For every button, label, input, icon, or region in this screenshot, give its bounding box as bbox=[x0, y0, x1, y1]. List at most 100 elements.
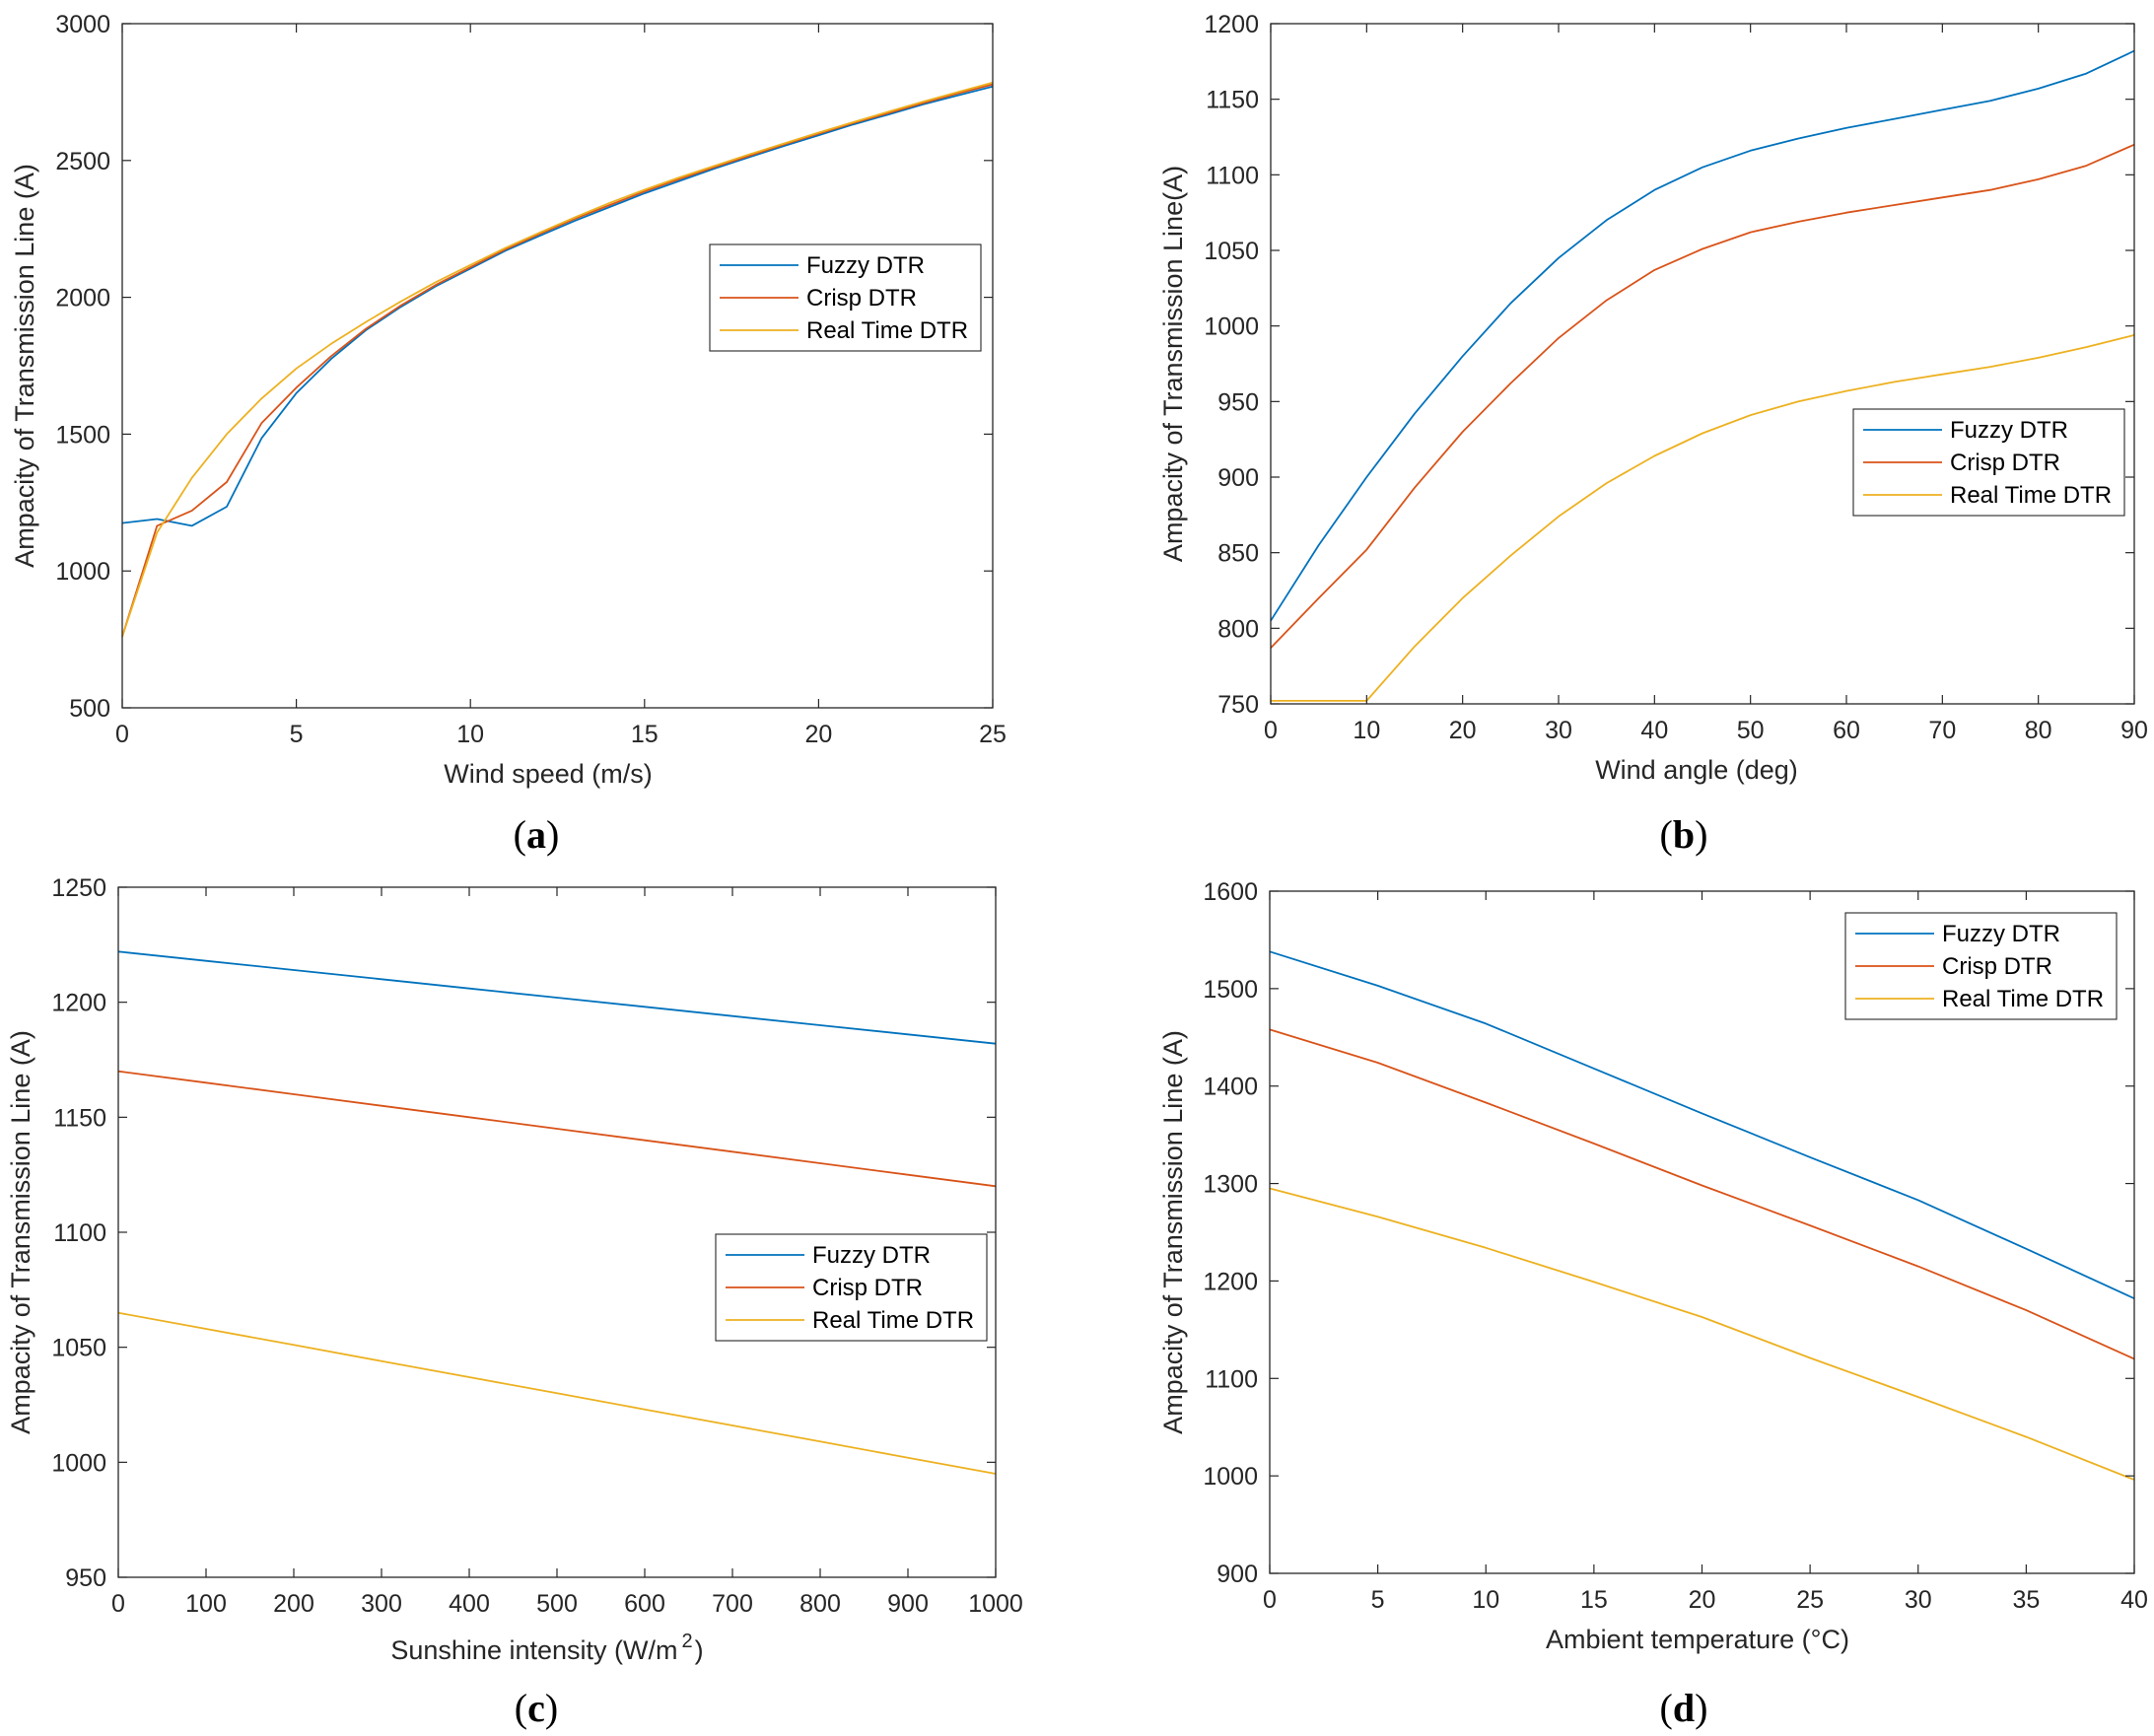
panel-a-ytick-label: 2000 bbox=[55, 285, 110, 312]
panel-b-xtick-label: 60 bbox=[1833, 717, 1860, 744]
panel-b-series-realtime-line bbox=[1271, 334, 2135, 702]
panel-c-ytick-label: 1050 bbox=[51, 1335, 106, 1362]
panel-c-xtick-label: 700 bbox=[712, 1590, 753, 1618]
panel-b-ytick-label: 800 bbox=[1217, 615, 1259, 643]
panel-c-xtick-label: 200 bbox=[273, 1590, 314, 1618]
panel-d-caption-letter: d bbox=[1673, 1686, 1695, 1730]
panel-d-legend-label-crisp: Crisp DTR bbox=[1942, 953, 2052, 980]
panel-a-legend-label-fuzzy: Fuzzy DTR bbox=[806, 252, 925, 279]
panel-b-ytick-label: 1050 bbox=[1204, 238, 1259, 265]
panel-d-ylabel: Ampacity of Transmission Line (A) bbox=[1158, 1030, 1188, 1434]
panel-b-caption-letter: b bbox=[1673, 812, 1695, 857]
panel-b-ytick-label: 1000 bbox=[1204, 313, 1259, 341]
panel-b-xtick-label: 50 bbox=[1737, 717, 1765, 744]
panel-c: 0 100 200 300 400 500 600 700 800 900 1000 950 1000 1… bbox=[6, 874, 1023, 1730]
panel-b-xtick-label: 90 bbox=[2120, 717, 2148, 744]
panel-d-xtick-label: 20 bbox=[1689, 1586, 1716, 1614]
panel-a-caption-letter: a bbox=[526, 812, 546, 857]
panel-c-ytick-label: 1000 bbox=[51, 1449, 106, 1477]
panel-a-xlabel: Wind speed (m/s) bbox=[444, 759, 653, 789]
panel-b: 0 10 20 30 40 50 60 70 80 90 750 800 850 900 950 1000 10… bbox=[1158, 11, 2148, 857]
panel-b-series-fuzzy-line bbox=[1270, 49, 2135, 622]
panel-c-xtick-label: 300 bbox=[361, 1590, 402, 1618]
panel-d-xtick-label: 30 bbox=[1905, 1586, 1932, 1614]
panel-d-ytick-label: 1100 bbox=[1205, 1365, 1258, 1393]
panel-c-legend-label-fuzzy: Fuzzy DTR bbox=[812, 1242, 931, 1269]
panel-d-legend: Fuzzy DTR Crisp DTR Real Time DTR bbox=[1844, 912, 2118, 1020]
panel-c-series-crisp-line bbox=[117, 1070, 997, 1188]
panel-b-xtick-label: 40 bbox=[1640, 717, 1668, 744]
panel-b-legend: Fuzzy DTR Crisp DTR Real Time DTR bbox=[1852, 408, 2125, 517]
panel-d-ytick-label: 1000 bbox=[1203, 1463, 1258, 1491]
panel-a-ytick-label: 1000 bbox=[55, 558, 110, 586]
panel-a: 0 5 10 15 20 25 500 1000 1500 2000 2500 3000 Wind s… bbox=[10, 11, 1007, 857]
panel-c-caption: (c) bbox=[515, 1686, 558, 1730]
panel-b-ytick-label: 850 bbox=[1217, 540, 1259, 568]
panel-a-xtick-label: 10 bbox=[456, 721, 484, 748]
panel-a-xtick-label: 25 bbox=[979, 721, 1007, 748]
panel-b-ticks: 0 10 20 30 40 50 60 70 80 90 750 800 850 900 950 1000 10… bbox=[1204, 11, 2148, 744]
panel-b-xtick-label: 30 bbox=[1545, 717, 1572, 744]
panel-a-legend: Fuzzy DTR Crisp DTR Real Time DTR bbox=[709, 243, 982, 352]
panel-c-axes-box bbox=[117, 886, 997, 1578]
panel-c-ylabel: Ampacity of Transmission Line (A) bbox=[6, 1030, 35, 1434]
panel-c-ytick-label: 1200 bbox=[51, 990, 106, 1017]
panel-d-ytick-label: 900 bbox=[1216, 1561, 1258, 1588]
panel-c-ytick-label: 1100 bbox=[53, 1219, 106, 1247]
panel-d-caption: (d) bbox=[1660, 1686, 1708, 1730]
panel-a-xtick-label: 15 bbox=[631, 721, 659, 748]
panel-c-xtick-label: 600 bbox=[624, 1590, 665, 1618]
panel-a-ylabel: Ampacity of Transmission Line (A) bbox=[10, 164, 39, 568]
panel-b-legend-label-realtime: Real Time DTR bbox=[1950, 482, 2112, 509]
panel-d-series-fuzzy-line bbox=[1269, 950, 2135, 1300]
panel-d-xtick-label: 35 bbox=[2012, 1586, 2040, 1614]
panel-d-ytick-label: 1600 bbox=[1203, 878, 1258, 906]
panel-d-legend-label-realtime: Real Time DTR bbox=[1942, 986, 2104, 1012]
panel-b-xtick-label: 70 bbox=[1928, 717, 1956, 744]
panel-a-ytick-label: 500 bbox=[69, 695, 110, 723]
panel-b-xtick-label: 20 bbox=[1449, 717, 1477, 744]
panel-b-xlabel: Wind angle (deg) bbox=[1595, 755, 1798, 785]
panel-d-xtick-label: 15 bbox=[1580, 1586, 1608, 1614]
panel-b-axes-box bbox=[1270, 23, 2135, 705]
panel-a-xtick-label: 5 bbox=[290, 721, 304, 748]
panel-d-ytick-label: 1400 bbox=[1203, 1074, 1258, 1101]
panel-b-xtick-label: 80 bbox=[2025, 717, 2052, 744]
panel-c-xtick-label: 400 bbox=[449, 1590, 490, 1618]
panel-b-ytick-label: 1100 bbox=[1206, 162, 1259, 189]
panel-b-ylabel: Ampacity of Transmission Line(A) bbox=[1158, 166, 1188, 562]
panel-c-ytick-label: 1150 bbox=[53, 1104, 106, 1132]
panel-a-data bbox=[121, 81, 994, 638]
panel-d-xtick-label: 40 bbox=[2120, 1586, 2148, 1614]
panel-b-ytick-label: 1200 bbox=[1204, 11, 1259, 38]
panel-c-ticks: 0 100 200 300 400 500 600 700 800 900 1000 950 1000 1… bbox=[51, 874, 1022, 1618]
panel-b-data bbox=[1270, 49, 2135, 702]
panel-b-ytick-label: 900 bbox=[1217, 464, 1259, 492]
panel-a-ytick-label: 1500 bbox=[55, 421, 110, 449]
panel-d-data bbox=[1269, 950, 2135, 1481]
panel-c-xlabel-tail: ) bbox=[695, 1635, 704, 1665]
panel-c-series-fuzzy-line bbox=[117, 950, 997, 1045]
panel-a-caption: (a) bbox=[514, 812, 560, 857]
panel-b-ytick-label: 950 bbox=[1217, 388, 1259, 416]
panel-b-caption: (b) bbox=[1660, 812, 1708, 857]
panel-a-ticks: 0 5 10 15 20 25 500 1000 1500 2000 2500 3000 bbox=[55, 11, 1007, 748]
panel-b-ytick-label: 750 bbox=[1217, 691, 1259, 719]
panel-a-ytick-label: 2500 bbox=[55, 148, 110, 175]
panel-c-ytick-label: 950 bbox=[65, 1564, 106, 1592]
panel-d-ytick-label: 1500 bbox=[1203, 976, 1258, 1004]
panel-a-series-fuzzy-line bbox=[121, 85, 994, 527]
panel-a-legend-label-crisp: Crisp DTR bbox=[806, 285, 917, 312]
panel-b-series-crisp-line bbox=[1270, 143, 2135, 649]
panel-c-xlabel-sup: 2 bbox=[681, 1631, 692, 1652]
panel-d-legend-label-fuzzy: Fuzzy DTR bbox=[1942, 921, 2060, 947]
panel-a-xtick-label: 0 bbox=[115, 721, 129, 748]
panel-d-xtick-label: 10 bbox=[1472, 1586, 1499, 1614]
panel-c-xtick-label: 1000 bbox=[968, 1590, 1023, 1618]
panel-d-series-realtime-line bbox=[1269, 1187, 2135, 1481]
panel-b-xtick-label: 0 bbox=[1264, 717, 1278, 744]
panel-d-ytick-label: 1300 bbox=[1203, 1171, 1258, 1199]
panel-b-legend-label-crisp: Crisp DTR bbox=[1950, 450, 2060, 476]
panel-b-legend-label-fuzzy: Fuzzy DTR bbox=[1950, 417, 2068, 444]
panel-d-ticks: 0 5 10 15 20 25 30 35 40 900 1000 1100 1200 1300 1400 1… bbox=[1203, 878, 2148, 1614]
